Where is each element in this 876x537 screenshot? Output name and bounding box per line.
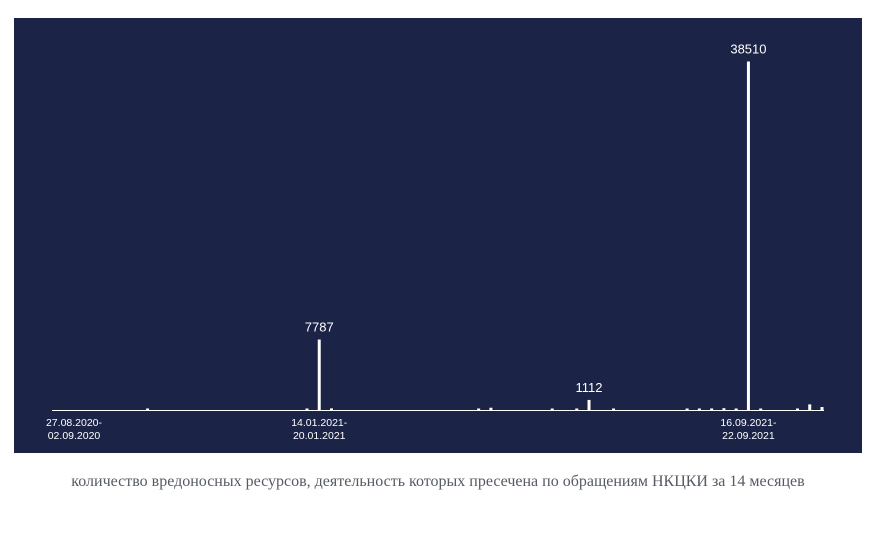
bar bbox=[746, 61, 750, 411]
data-label: 38510 bbox=[730, 41, 766, 56]
x-tick-label-line: 02.09.2020 bbox=[48, 430, 101, 442]
chart-panel: 7787 1112 38510 27.08.2020-02.09.2020 14.01.… bbox=[14, 18, 862, 453]
bar bbox=[795, 408, 799, 410]
bar bbox=[722, 408, 726, 410]
x-tick-label-line: 16.09.2021- bbox=[720, 417, 777, 429]
bar bbox=[685, 408, 689, 410]
data-label: 1112 bbox=[576, 380, 603, 395]
bar bbox=[759, 408, 763, 410]
bar bbox=[820, 407, 824, 410]
bar bbox=[612, 408, 616, 410]
x-tick-label: 27.08.2020-02.09.2020 bbox=[46, 417, 103, 442]
bar bbox=[575, 408, 579, 410]
x-tick-label-line: 27.08.2020- bbox=[46, 417, 103, 429]
chart-caption: количество вредоносных ресурсов, деятель… bbox=[71, 473, 805, 490]
bar-chart: 7787 1112 38510 27.08.2020-02.09.2020 14.01.… bbox=[46, 41, 824, 442]
x-tick-label-line: 22.09.2021 bbox=[722, 430, 775, 442]
x-tick-label: 14.01.2021-20.01.2021 bbox=[291, 417, 348, 442]
x-tick-label-line: 14.01.2021- bbox=[291, 417, 348, 429]
bar bbox=[550, 408, 554, 410]
bar bbox=[305, 408, 309, 410]
bar bbox=[477, 408, 481, 410]
bar bbox=[330, 408, 334, 410]
x-tick-label-line: 20.01.2021 bbox=[293, 430, 346, 442]
bar bbox=[587, 399, 591, 410]
bar bbox=[317, 339, 321, 410]
data-label: 7787 bbox=[305, 320, 334, 335]
bar bbox=[710, 408, 714, 410]
bar bbox=[146, 408, 150, 410]
bar bbox=[489, 407, 493, 410]
bar bbox=[808, 404, 812, 410]
bar bbox=[734, 408, 738, 410]
x-tick-label: 16.09.2021-22.09.2021 bbox=[720, 417, 777, 442]
bar bbox=[697, 408, 701, 410]
